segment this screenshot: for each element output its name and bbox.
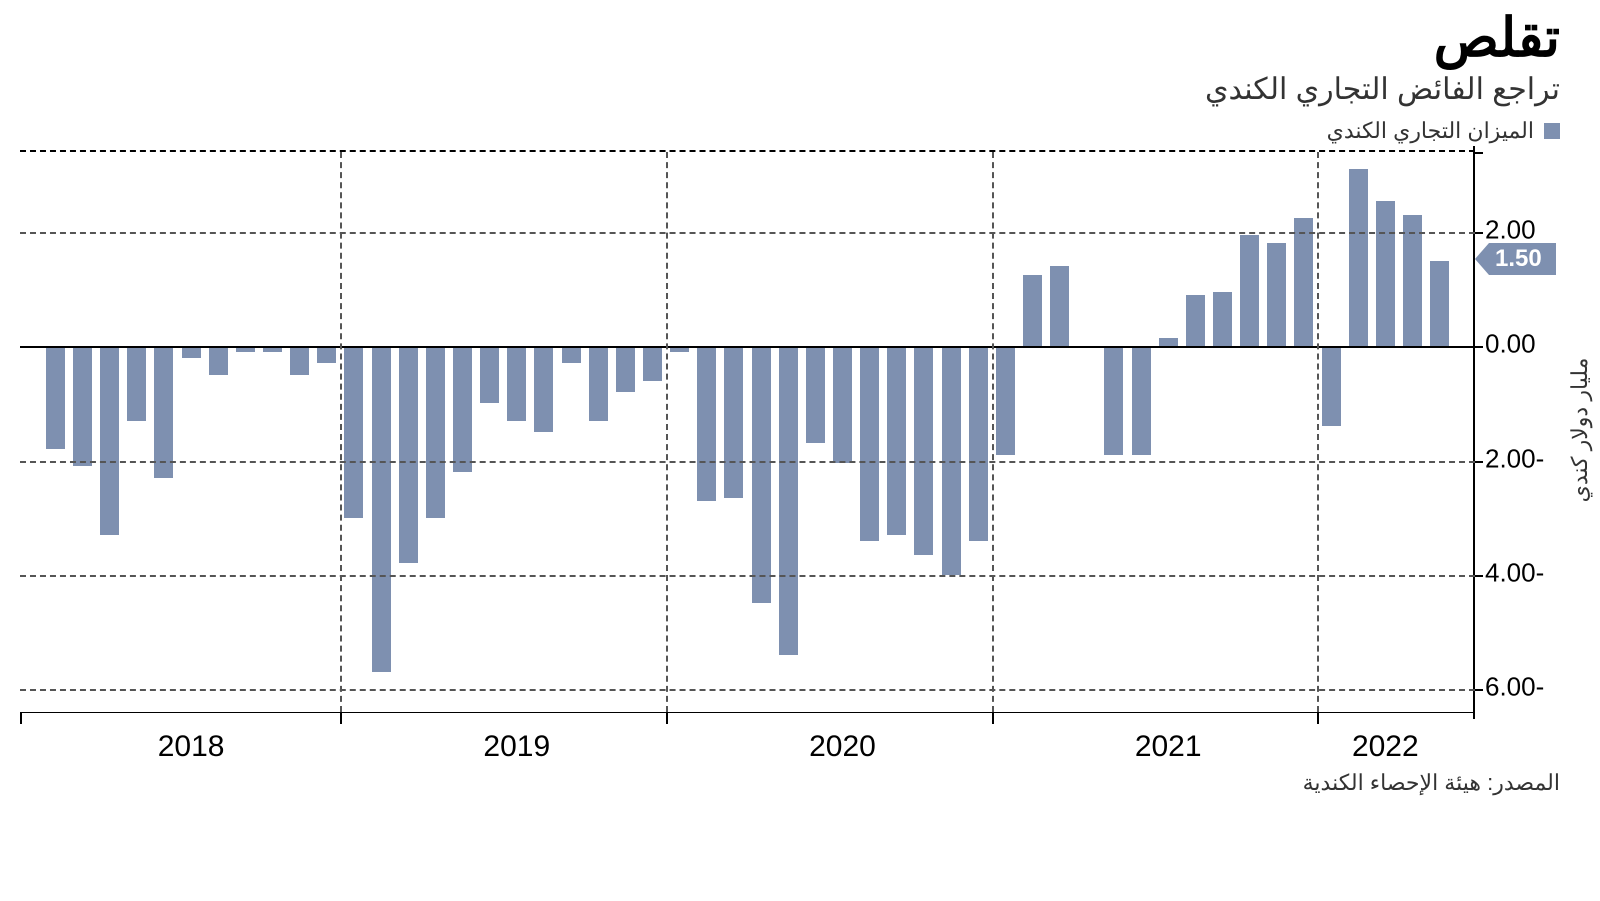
plot-area xyxy=(20,150,1475,713)
zero-line xyxy=(20,346,1475,348)
y-tick xyxy=(1475,346,1483,348)
bar xyxy=(290,346,309,375)
bar xyxy=(372,346,391,672)
plot-wrap: مليار دولار كندي 2.000.002.00-4.00-6.00-… xyxy=(20,150,1570,830)
bar xyxy=(426,346,445,517)
bar xyxy=(1159,338,1178,347)
chart-subtitle: تراجع الفائض التجاري الكندي xyxy=(1205,72,1560,107)
bar xyxy=(914,346,933,555)
bar xyxy=(127,346,146,420)
bar xyxy=(100,346,119,535)
x-tick-label: 2022 xyxy=(1352,730,1419,764)
bar xyxy=(1186,295,1205,346)
bar xyxy=(534,346,553,432)
grid-line-h xyxy=(20,689,1475,691)
bar xyxy=(46,346,65,449)
bars-layer xyxy=(20,152,1475,712)
x-tick xyxy=(992,712,994,724)
bar xyxy=(887,346,906,535)
bar xyxy=(969,346,988,540)
bar xyxy=(1430,261,1449,347)
grid-line-v xyxy=(666,152,668,712)
x-tick-label: 2021 xyxy=(1135,730,1202,764)
x-tick xyxy=(666,712,668,724)
bar xyxy=(806,346,825,443)
bar xyxy=(344,346,363,517)
y-tick-label: 2.00- xyxy=(1485,443,1544,474)
callout-label: 1.50 xyxy=(1489,243,1556,275)
chart-title: تقلص xyxy=(1434,6,1560,69)
grid-line-v xyxy=(992,152,994,712)
bar xyxy=(697,346,716,500)
bar xyxy=(480,346,499,403)
y-axis-title: مليار دولار كندي xyxy=(1567,358,1593,503)
bar xyxy=(1349,169,1368,346)
y-tick-label: 6.00- xyxy=(1485,672,1544,703)
y-tick-label: 4.00- xyxy=(1485,557,1544,588)
bar xyxy=(1050,266,1069,346)
value-callout: 1.50 xyxy=(1475,243,1556,275)
y-tick xyxy=(1475,575,1483,577)
bar xyxy=(1023,275,1042,346)
bar xyxy=(752,346,771,603)
bar xyxy=(1322,346,1341,426)
grid-line-v xyxy=(1317,152,1319,712)
x-tick-label: 2019 xyxy=(483,730,550,764)
grid-line-v xyxy=(340,152,342,712)
bar xyxy=(1104,346,1123,455)
bar xyxy=(1132,346,1151,455)
grid-line-h xyxy=(20,575,1475,577)
x-tick xyxy=(1317,712,1319,724)
bar xyxy=(643,346,662,380)
bar xyxy=(453,346,472,472)
bar xyxy=(779,346,798,655)
bar xyxy=(1240,235,1259,346)
y-tick xyxy=(1475,461,1483,463)
grid-line-h xyxy=(20,461,1475,463)
bar xyxy=(589,346,608,420)
legend-swatch xyxy=(1544,123,1560,139)
bar xyxy=(209,346,228,375)
y-tick-label: 0.00 xyxy=(1485,329,1536,360)
bar xyxy=(317,346,336,363)
bar xyxy=(507,346,526,420)
bar xyxy=(616,346,635,392)
legend-label: الميزان التجاري الكندي xyxy=(1327,118,1534,144)
bar xyxy=(860,346,879,540)
y-tick xyxy=(1475,689,1483,691)
bar xyxy=(996,346,1015,455)
bar xyxy=(724,346,743,497)
bar xyxy=(399,346,418,563)
bar xyxy=(1376,201,1395,347)
x-tick xyxy=(20,712,22,724)
bar xyxy=(73,346,92,466)
callout-arrow xyxy=(1475,243,1489,275)
bar xyxy=(1294,218,1313,347)
bar xyxy=(1213,292,1232,346)
chart-source: المصدر: هيئة الإحصاء الكندية xyxy=(1303,770,1560,796)
x-tick-label: 2018 xyxy=(158,730,225,764)
y-tick xyxy=(1475,232,1483,234)
bar xyxy=(154,346,173,477)
y-tick xyxy=(1475,152,1483,154)
chart-legend: الميزان التجاري الكندي xyxy=(1327,118,1560,144)
y-tick-label: 2.00 xyxy=(1485,215,1536,246)
bar xyxy=(562,346,581,363)
bar xyxy=(833,346,852,463)
bar xyxy=(1267,243,1286,346)
x-tick xyxy=(340,712,342,724)
x-tick-label: 2020 xyxy=(809,730,876,764)
grid-line-h xyxy=(20,232,1475,234)
bar xyxy=(1403,215,1422,346)
